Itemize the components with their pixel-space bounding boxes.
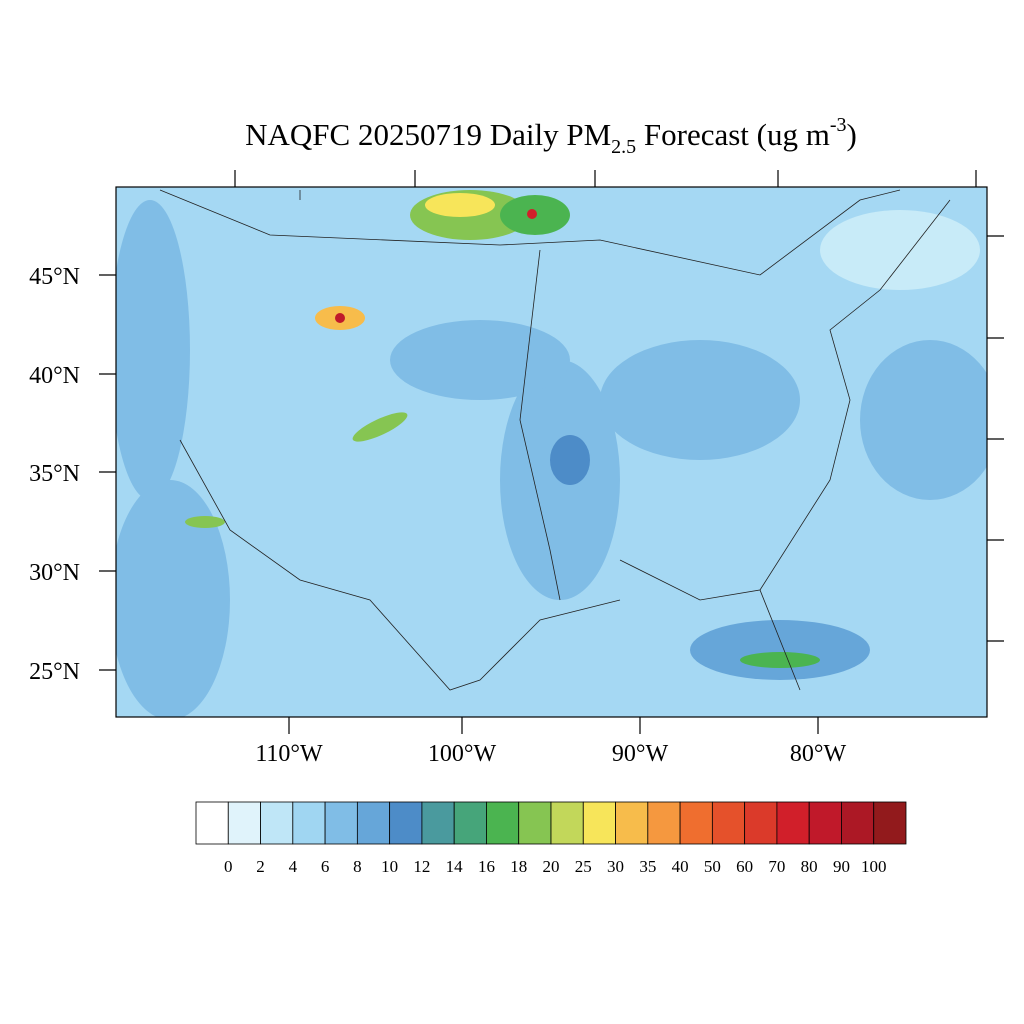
- colorbar-box: [808, 801, 842, 845]
- colorbar-label: 4: [289, 857, 298, 876]
- lat-label: 35°N: [29, 461, 80, 487]
- lat-label: 45°N: [29, 264, 80, 290]
- colorbar-label: 50: [704, 857, 721, 876]
- title: NAQFC 20250719 Daily PM2.5 Forecast (ug …: [245, 114, 857, 158]
- colorbar-box: [615, 801, 649, 845]
- title-subscript: 2.5: [611, 136, 636, 158]
- colorbar-label: 35: [639, 857, 656, 876]
- lon-label: 100°W: [428, 741, 497, 767]
- colorbar-box: [518, 801, 552, 845]
- colorbar-label: 90: [833, 857, 850, 876]
- colorbar-label: 20: [543, 857, 560, 876]
- map-frame: [115, 186, 988, 718]
- colorbar-label: 14: [446, 857, 464, 876]
- colorbar-box: [582, 801, 616, 845]
- colorbar-box: [260, 801, 294, 845]
- colorbar-label: 30: [607, 857, 624, 876]
- colorbar-box: [744, 801, 778, 845]
- pm-field: [116, 187, 987, 717]
- lat-label: 25°N: [29, 659, 80, 685]
- colorbar-box: [776, 801, 810, 845]
- colorbar-label: 60: [736, 857, 753, 876]
- lon-label: 110°W: [255, 741, 323, 767]
- colorbar-label: 70: [768, 857, 785, 876]
- colorbar-box: [679, 801, 713, 845]
- colorbar-label: 6: [321, 857, 330, 876]
- colorbar-label: 8: [353, 857, 362, 876]
- title-middle: Forecast (ug m: [636, 117, 830, 152]
- colorbar-box: [389, 801, 423, 845]
- colorbar-label: 25: [575, 857, 592, 876]
- colorbar-box: [647, 801, 681, 845]
- colorbar-label: 40: [672, 857, 689, 876]
- title-main: NAQFC 20250719 Daily PM: [245, 117, 611, 152]
- frame-ticks: [99, 170, 1004, 734]
- colorbar-label: 18: [510, 857, 527, 876]
- colorbar-label: 16: [478, 857, 495, 876]
- colorbar-box: [453, 801, 487, 845]
- colorbar-label: 80: [801, 857, 818, 876]
- colorbar-box: [195, 801, 229, 845]
- title-end: ): [847, 117, 857, 152]
- title-superscript: -3: [830, 114, 847, 136]
- colorbar-box: [421, 801, 455, 845]
- colorbar-label: 100: [861, 857, 887, 876]
- colorbar-box: [841, 801, 875, 845]
- colorbar-box: [550, 801, 584, 845]
- colorbar-label: 2: [256, 857, 265, 876]
- colorbar-box: [292, 801, 326, 845]
- colorbar-box: [711, 801, 746, 845]
- colorbar-box: [873, 801, 907, 845]
- lon-label: 90°W: [612, 741, 669, 767]
- colorbar-box: [324, 801, 358, 845]
- colorbar-label: 0: [224, 857, 233, 876]
- lat-label: 30°N: [29, 560, 80, 586]
- lon-label: 80°W: [790, 741, 847, 767]
- colorbar-box: [486, 801, 520, 845]
- lat-label: 40°N: [29, 363, 80, 389]
- colorbar-label: 10: [381, 857, 398, 876]
- colorbar-label: 12: [413, 857, 430, 876]
- colorbar-box: [356, 801, 391, 845]
- colorbar-box: [227, 801, 261, 845]
